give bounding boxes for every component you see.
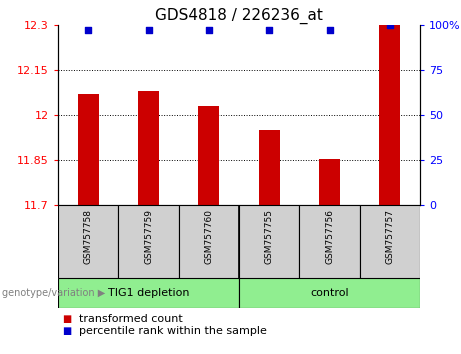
Point — [326, 28, 333, 33]
Bar — [58, 205, 118, 278]
Text: GSM757759: GSM757759 — [144, 209, 153, 264]
Bar — [239, 278, 420, 308]
Point — [84, 28, 92, 33]
Bar — [239, 205, 299, 278]
Point — [266, 28, 273, 33]
Text: GSM757757: GSM757757 — [385, 209, 394, 264]
Bar — [58, 278, 239, 308]
Bar — [77, 94, 99, 205]
Bar — [360, 205, 420, 278]
Bar — [179, 205, 239, 278]
Text: percentile rank within the sample: percentile rank within the sample — [79, 326, 266, 336]
Text: GSM757760: GSM757760 — [204, 209, 213, 264]
Point — [205, 28, 213, 33]
Text: GSM757756: GSM757756 — [325, 209, 334, 264]
Text: GSM757758: GSM757758 — [83, 209, 93, 264]
Bar — [379, 25, 401, 205]
Point — [145, 28, 152, 33]
Text: ■: ■ — [63, 326, 72, 336]
Bar — [319, 159, 340, 205]
Text: transformed count: transformed count — [79, 314, 183, 324]
Text: TIG1 depletion: TIG1 depletion — [108, 288, 189, 298]
Text: ■: ■ — [63, 314, 72, 324]
Text: control: control — [310, 288, 349, 298]
Bar — [259, 130, 280, 205]
Bar — [138, 91, 159, 205]
Point — [386, 22, 394, 28]
Bar — [299, 205, 360, 278]
Text: genotype/variation ▶: genotype/variation ▶ — [2, 288, 106, 298]
Bar — [118, 205, 179, 278]
Bar — [198, 106, 219, 205]
Text: GSM757755: GSM757755 — [265, 209, 274, 264]
Title: GDS4818 / 226236_at: GDS4818 / 226236_at — [155, 7, 323, 24]
